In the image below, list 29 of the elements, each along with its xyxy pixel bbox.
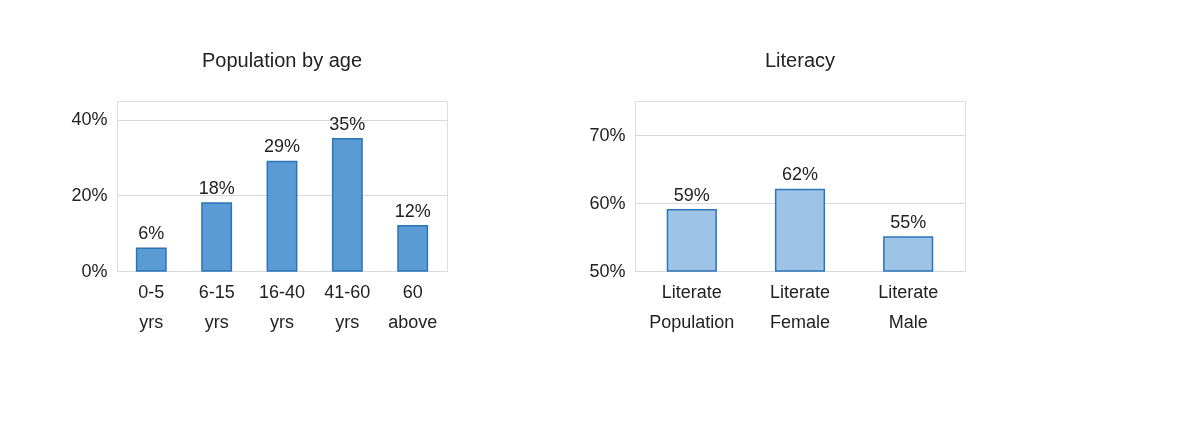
x-tick-label: Literate Female: [769, 281, 831, 332]
y-tick-label: 40%: [71, 109, 108, 130]
y-tick-label: 60%: [589, 192, 626, 213]
y-tick-label: 50%: [589, 260, 626, 281]
data-label: 62%: [781, 164, 819, 185]
y-tick-label: 70%: [589, 124, 626, 145]
data-label: 12%: [394, 200, 431, 221]
y-tick-label: 20%: [71, 184, 108, 205]
data-label: 29%: [263, 136, 301, 157]
x-tick-label: 6-15 yrs: [198, 281, 235, 332]
x-tick-label: Literate Male: [878, 281, 939, 332]
data-label: 59%: [673, 184, 710, 205]
x-tick-label: 0-5 yrs: [138, 281, 165, 332]
data-label: 6%: [138, 223, 165, 244]
x-tick-label: 60 above: [388, 281, 438, 332]
x-tick-label: 16-40 yrs: [258, 281, 306, 332]
bar: [135, 247, 167, 272]
data-label: 35%: [329, 113, 366, 134]
data-label: 18%: [198, 178, 235, 198]
bar: [266, 160, 298, 272]
bar: [397, 224, 429, 272]
y-tick-label: 0%: [81, 260, 108, 281]
chart-title: Population by age: [201, 49, 363, 71]
chart-title: Literacy: [764, 49, 836, 71]
data-label: 55%: [890, 212, 927, 232]
bar: [201, 202, 233, 272]
x-tick-label: 41-60 yrs: [324, 281, 371, 332]
bar: [331, 138, 363, 272]
x-tick-label: Literate Population: [649, 281, 735, 332]
